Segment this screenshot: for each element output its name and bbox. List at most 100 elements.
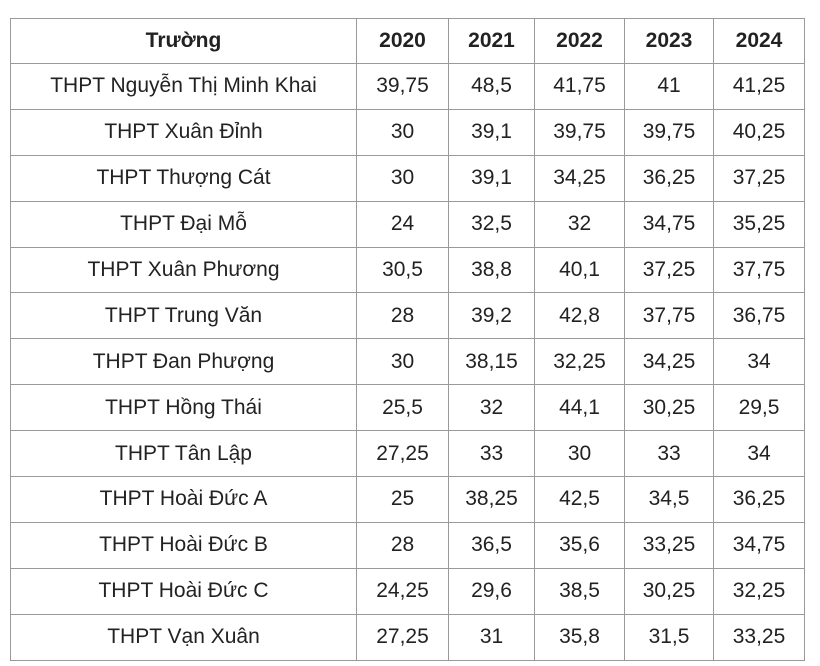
score-cell: 27,25: [356, 430, 449, 478]
score-cell: 39,75: [624, 108, 714, 156]
table-row: THPT Hoài Đức C 24,25 29,6 38,5 30,25 32,25: [10, 567, 805, 615]
school-name-cell: THPT Hoài Đức C: [10, 567, 357, 615]
score-cell: 34,75: [713, 521, 805, 569]
score-cell: 38,5: [534, 567, 625, 615]
header-year-2023: 2023: [624, 18, 714, 64]
score-cell: 34,25: [534, 154, 625, 202]
school-name-cell: THPT Tân Lập: [10, 430, 357, 478]
table-row: THPT Đan Phượng 30 38,15 32,25 34,25 34: [10, 338, 805, 386]
score-cell: 36,25: [713, 476, 805, 523]
score-cell: 32: [448, 384, 535, 432]
table-row: THPT Thượng Cát 30 39,1 34,25 36,25 37,25: [10, 154, 805, 202]
score-cell: 28: [356, 292, 449, 340]
table-body: THPT Nguyễn Thị Minh Khai 39,75 48,5 41,75 4…: [10, 63, 805, 661]
score-cell: 42,8: [534, 292, 625, 340]
school-name-cell: THPT Hoài Đức B: [10, 521, 357, 569]
table-row: THPT Hoài Đức B 28 36,5 35,6 33,25 34,75: [10, 521, 805, 569]
score-cell: 24: [356, 200, 449, 248]
score-cell: 36,5: [448, 521, 535, 569]
score-cell: 33: [624, 430, 714, 478]
school-name-cell: THPT Trung Văn: [10, 292, 357, 340]
score-cell: 42,5: [534, 476, 625, 523]
score-cell: 32,5: [448, 200, 535, 248]
table-row: THPT Trung Văn 28 39,2 42,8 37,75 36,75: [10, 292, 805, 340]
header-year-2021: 2021: [448, 18, 535, 64]
table-row: THPT Hồng Thái 25,5 32 44,1 30,25 29,5: [10, 384, 805, 432]
school-name-cell: THPT Thượng Cát: [10, 154, 357, 202]
school-name-cell: THPT Xuân Đỉnh: [10, 108, 357, 156]
score-cell: 25,5: [356, 384, 449, 432]
header-year-2024: 2024: [713, 18, 805, 64]
score-cell: 44,1: [534, 384, 625, 432]
score-cell: 41,25: [713, 63, 805, 110]
score-cell: 30: [534, 430, 625, 478]
score-cell: 39,1: [448, 154, 535, 202]
score-cell: 30,5: [356, 246, 449, 294]
score-cell: 30: [356, 154, 449, 202]
score-cell: 33: [448, 430, 535, 478]
score-cell: 30: [356, 108, 449, 156]
score-cell: 37,75: [624, 292, 714, 340]
score-cell: 29,6: [448, 567, 535, 615]
score-cell: 40,1: [534, 246, 625, 294]
table-row: THPT Nguyễn Thị Minh Khai 39,75 48,5 41,75 4…: [10, 63, 805, 110]
header-row: Trường 2020 2021 2022 2023 2024: [10, 18, 805, 64]
table-row: THPT Vạn Xuân 27,25 31 35,8 31,5 33,25: [10, 613, 805, 661]
school-name-cell: THPT Vạn Xuân: [10, 613, 357, 661]
score-cell: 35,6: [534, 521, 625, 569]
score-cell: 34,75: [624, 200, 714, 248]
score-cell: 37,25: [713, 154, 805, 202]
score-cell: 25: [356, 476, 449, 523]
table-row: THPT Hoài Đức A 25 38,25 42,5 34,5 36,25: [10, 476, 805, 523]
admission-score-table: Trường 2020 2021 2022 2023 2024 THPT Ngu…: [10, 18, 805, 661]
score-cell: 34,25: [624, 338, 714, 386]
header-year-2022: 2022: [534, 18, 625, 64]
school-name-cell: THPT Đan Phượng: [10, 338, 357, 386]
table-row: THPT Đại Mỗ 24 32,5 32 34,75 35,25: [10, 200, 805, 248]
score-cell: 39,75: [534, 108, 625, 156]
school-name-cell: THPT Nguyễn Thị Minh Khai: [10, 63, 357, 110]
score-cell: 35,8: [534, 613, 625, 661]
score-cell: 30: [356, 338, 449, 386]
score-cell: 29,5: [713, 384, 805, 432]
score-cell: 35,25: [713, 200, 805, 248]
table-row: THPT Xuân Phương 30,5 38,8 40,1 37,25 37,75: [10, 246, 805, 294]
score-cell: 27,25: [356, 613, 449, 661]
school-name-cell: THPT Đại Mỗ: [10, 200, 357, 248]
score-cell: 40,25: [713, 108, 805, 156]
table-row: THPT Xuân Đỉnh 30 39,1 39,75 39,75 40,25: [10, 108, 805, 156]
score-cell: 36,25: [624, 154, 714, 202]
score-cell: 37,25: [624, 246, 714, 294]
score-cell: 28: [356, 521, 449, 569]
score-cell: 39,75: [356, 63, 449, 110]
table-header: Trường 2020 2021 2022 2023 2024: [10, 18, 805, 64]
score-cell: 38,25: [448, 476, 535, 523]
score-cell: 34: [713, 338, 805, 386]
school-name-cell: THPT Xuân Phương: [10, 246, 357, 294]
score-cell: 33,25: [624, 521, 714, 569]
score-cell: 32,25: [534, 338, 625, 386]
score-cell: 31,5: [624, 613, 714, 661]
score-cell: 39,1: [448, 108, 535, 156]
score-cell: 31: [448, 613, 535, 661]
score-cell: 38,15: [448, 338, 535, 386]
score-cell: 41: [624, 63, 714, 110]
score-cell: 36,75: [713, 292, 805, 340]
school-name-cell: THPT Hoài Đức A: [10, 476, 357, 523]
score-cell: 24,25: [356, 567, 449, 615]
score-cell: 32,25: [713, 567, 805, 615]
score-cell: 30,25: [624, 384, 714, 432]
header-school: Trường: [10, 18, 357, 64]
table-row: THPT Tân Lập 27,25 33 30 33 34: [10, 430, 805, 478]
score-cell: 34,5: [624, 476, 714, 523]
score-cell: 39,2: [448, 292, 535, 340]
score-cell: 48,5: [448, 63, 535, 110]
score-cell: 41,75: [534, 63, 625, 110]
score-cell: 38,8: [448, 246, 535, 294]
score-cell: 30,25: [624, 567, 714, 615]
score-cell: 33,25: [713, 613, 805, 661]
school-name-cell: THPT Hồng Thái: [10, 384, 357, 432]
header-year-2020: 2020: [356, 18, 449, 64]
score-cell: 34: [713, 430, 805, 478]
score-cell: 32: [534, 200, 625, 248]
